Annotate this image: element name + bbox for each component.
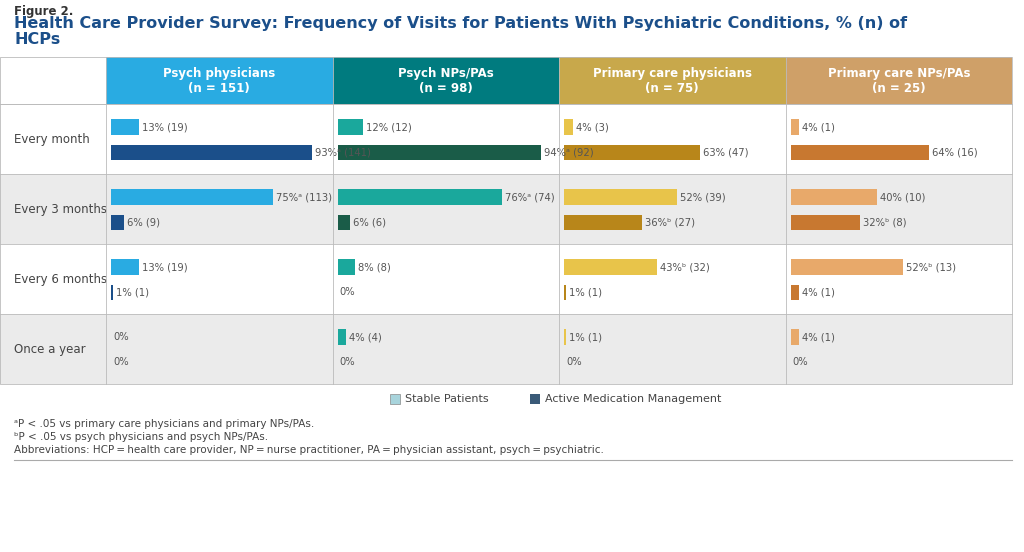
- Text: 4% (1): 4% (1): [802, 122, 835, 132]
- Bar: [0, 57, 1012, 384]
- Text: 40% (10): 40% (10): [880, 192, 926, 202]
- Bar: [338, 119, 364, 135]
- Bar: [0, 104, 1012, 174]
- Bar: [791, 189, 878, 205]
- Bar: [564, 189, 677, 205]
- Text: Primary care physicians: Primary care physicians: [593, 67, 752, 80]
- Text: ᵃP < .05 vs primary care physicians and primary NPs/PAs.: ᵃP < .05 vs primary care physicians and …: [14, 419, 314, 429]
- Text: 4% (3): 4% (3): [575, 122, 608, 132]
- Bar: [111, 285, 114, 300]
- Bar: [111, 215, 124, 230]
- Text: (n = 151): (n = 151): [188, 82, 250, 95]
- Text: 32%ᵇ (8): 32%ᵇ (8): [863, 217, 906, 227]
- Bar: [564, 145, 700, 160]
- Text: Health Care Provider Survey: Frequency of Visits for Patients With Psychiatric C: Health Care Provider Survey: Frequency o…: [14, 16, 907, 31]
- Bar: [791, 330, 799, 345]
- Text: 8% (8): 8% (8): [357, 262, 390, 272]
- Bar: [791, 145, 929, 160]
- Text: Psych physicians: Psych physicians: [163, 67, 275, 80]
- Text: Active Medication Management: Active Medication Management: [545, 394, 721, 404]
- Bar: [0, 174, 1012, 244]
- Text: Every 3 months: Every 3 months: [14, 203, 106, 215]
- Text: 0%: 0%: [566, 357, 582, 367]
- Bar: [559, 57, 785, 104]
- Text: 13% (19): 13% (19): [142, 262, 187, 272]
- Text: Primary care NPs/PAs: Primary care NPs/PAs: [827, 67, 970, 80]
- Text: 0%: 0%: [793, 357, 808, 367]
- Text: (n = 25): (n = 25): [872, 82, 926, 95]
- Bar: [111, 189, 273, 205]
- Bar: [338, 259, 355, 275]
- Bar: [106, 57, 333, 104]
- Text: 52% (39): 52% (39): [680, 192, 725, 202]
- Bar: [111, 119, 139, 135]
- Text: Every month: Every month: [14, 132, 90, 146]
- Text: 1% (1): 1% (1): [569, 332, 602, 342]
- Bar: [564, 259, 657, 275]
- Text: 94%ᵃ (92): 94%ᵃ (92): [544, 147, 594, 157]
- Bar: [111, 259, 139, 275]
- Bar: [564, 285, 566, 300]
- Bar: [791, 119, 799, 135]
- Text: 12% (12): 12% (12): [367, 122, 413, 132]
- Text: Stable Patients: Stable Patients: [406, 394, 488, 404]
- Text: 0%: 0%: [340, 357, 355, 367]
- Text: 4% (1): 4% (1): [802, 332, 835, 342]
- Text: 13% (19): 13% (19): [142, 122, 187, 132]
- Bar: [338, 189, 502, 205]
- Bar: [338, 215, 350, 230]
- Text: 6% (9): 6% (9): [127, 217, 160, 227]
- Bar: [338, 145, 541, 160]
- Text: 0%: 0%: [340, 287, 355, 298]
- Text: (n = 75): (n = 75): [645, 82, 699, 95]
- Bar: [564, 330, 566, 345]
- Text: (n = 98): (n = 98): [419, 82, 473, 95]
- Text: 64% (16): 64% (16): [932, 147, 978, 157]
- Text: Abbreviations: HCP = health care provider, NP = nurse practitioner, PA = physici: Abbreviations: HCP = health care provide…: [14, 445, 604, 455]
- Bar: [0, 244, 1012, 314]
- Bar: [0, 314, 1012, 384]
- Bar: [785, 57, 1012, 104]
- Bar: [564, 215, 642, 230]
- Text: 63% (47): 63% (47): [703, 147, 749, 157]
- Bar: [390, 394, 400, 404]
- Bar: [791, 259, 903, 275]
- Text: Figure 2.: Figure 2.: [14, 5, 74, 18]
- Bar: [338, 330, 346, 345]
- Text: 4% (4): 4% (4): [349, 332, 382, 342]
- Text: 36%ᵇ (27): 36%ᵇ (27): [645, 217, 695, 227]
- Text: 93%ᵃ (141): 93%ᵃ (141): [315, 147, 372, 157]
- Bar: [564, 119, 572, 135]
- Bar: [333, 57, 559, 104]
- Bar: [791, 285, 799, 300]
- Text: HCPs: HCPs: [14, 32, 60, 47]
- Text: 6% (6): 6% (6): [353, 217, 386, 227]
- Text: 4% (1): 4% (1): [802, 287, 835, 298]
- Bar: [530, 394, 540, 404]
- Text: ᵇP < .05 vs psych physicians and psych NPs/PAs.: ᵇP < .05 vs psych physicians and psych N…: [14, 432, 268, 442]
- Text: 43%ᵇ (32): 43%ᵇ (32): [660, 262, 710, 272]
- Text: Psych NPs/PAs: Psych NPs/PAs: [398, 67, 494, 80]
- Text: 1% (1): 1% (1): [116, 287, 150, 298]
- Text: Every 6 months: Every 6 months: [14, 273, 108, 285]
- Text: 52%ᵇ (13): 52%ᵇ (13): [906, 262, 956, 272]
- Text: 1% (1): 1% (1): [569, 287, 602, 298]
- Text: 76%ᵃ (74): 76%ᵃ (74): [505, 192, 555, 202]
- Bar: [111, 145, 312, 160]
- Text: 0%: 0%: [113, 357, 129, 367]
- Text: 75%ᵃ (113): 75%ᵃ (113): [276, 192, 333, 202]
- Text: 0%: 0%: [113, 332, 129, 342]
- Text: Once a year: Once a year: [14, 342, 86, 355]
- Bar: [791, 215, 860, 230]
